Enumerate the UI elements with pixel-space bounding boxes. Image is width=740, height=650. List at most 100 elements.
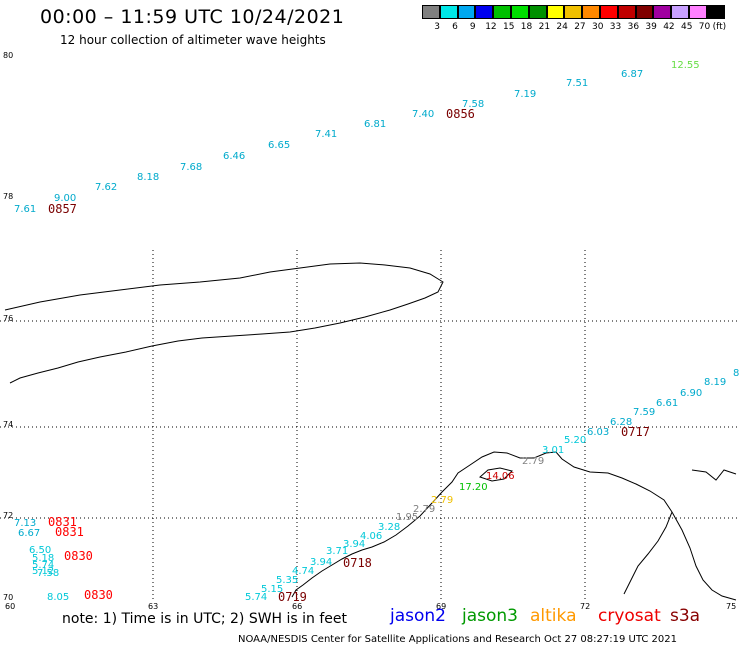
color-swatch <box>582 5 600 19</box>
wave-height-value: 7.58 <box>462 99 484 110</box>
wave-height-value: 8 <box>733 368 739 379</box>
color-swatch <box>439 5 458 19</box>
wave-height-value: 7.62 <box>95 182 117 193</box>
pass-time-label: 0717 <box>621 425 650 439</box>
wave-height-value: 4.74 <box>292 566 314 577</box>
coastline <box>4 262 737 601</box>
altimeter-track: 7.136.67 6.505.185.745.127.58 8.05 08310831… <box>14 515 113 603</box>
color-scale-label: 39 <box>645 22 657 32</box>
wave-height-value: 5.74 <box>245 592 267 603</box>
south-coastline <box>291 451 673 598</box>
wave-height-value: 6.61 <box>656 398 678 409</box>
color-scale-label: 33 <box>609 22 622 32</box>
pass-time-label: 0830 <box>64 549 93 563</box>
eastern-coast <box>691 469 737 481</box>
color-scale-label: 24 <box>556 22 568 32</box>
color-swatch <box>653 5 672 19</box>
color-scale-label: 21 <box>538 22 551 32</box>
pass-time-label: 0718 <box>343 556 372 570</box>
wave-height-value: 7.13 <box>14 518 36 529</box>
wave-height-value: 7.40 <box>412 109 434 120</box>
pass-time-label: 0831 <box>55 525 84 539</box>
wave-height-value: 6.28 <box>610 417 632 428</box>
color-scale-label: 18 <box>520 22 533 32</box>
color-swatch <box>422 5 440 19</box>
wave-height-value: 1.95 <box>396 512 418 523</box>
altimeter-tracks: 7.61 9.00 7.62 8.18 7.68 6.46 6.65 7.41 6.81 7.40… <box>14 60 739 604</box>
longitude-label: 69 <box>436 602 446 611</box>
satellite-legend-item: s3a <box>670 606 701 626</box>
color-swatch <box>617 5 636 19</box>
wave-height-value: 14.06 <box>486 471 515 482</box>
wave-height-value: 5.12 <box>32 566 54 577</box>
color-swatch <box>564 5 583 19</box>
wave-height-value: 6.50 <box>29 545 51 556</box>
wave-height-value: 4.06 <box>360 531 382 542</box>
color-scale-label: 6 <box>452 22 458 32</box>
latitude-label: 72 <box>3 511 13 520</box>
wave-height-value: 8.19 <box>704 377 726 388</box>
page-subtitle: 12 hour collection of altimeter wave hei… <box>60 33 326 47</box>
satellite-legend-item: altika <box>530 606 577 626</box>
wave-height-value: 6.65 <box>268 140 290 151</box>
bay-outline <box>479 467 513 482</box>
latitude-label: 70 <box>3 593 13 602</box>
wave-height-value: 17.20 <box>459 482 488 493</box>
latitude-label: 74 <box>3 420 13 429</box>
color-swatch <box>511 5 529 19</box>
wave-height-value: 2.79 <box>522 456 544 467</box>
wave-height-value: 7.68 <box>180 162 202 173</box>
wave-height-value: 7.58 <box>37 568 59 579</box>
wave-height-value: 7.51 <box>566 78 588 89</box>
color-swatch <box>689 5 707 19</box>
footnote: note: 1) Time is in UTC; 2) SWH is in fe… <box>62 611 348 627</box>
satellite-legend-item: jason3 <box>462 606 518 626</box>
wave-height-value: 3.94 <box>343 539 365 550</box>
pass-time-label: 0856 <box>446 107 475 121</box>
wave-height-value: 6.03 <box>587 427 609 438</box>
longitude-label: 66 <box>292 602 302 611</box>
wave-height-value: 5.74 <box>32 560 54 571</box>
credit-line: NOAA/NESDIS Center for Satellite Applica… <box>238 634 677 645</box>
wave-height-value: 7.59 <box>633 407 655 418</box>
color-scale-label: 70 <box>698 22 711 32</box>
longitude-label: 60 <box>5 602 15 611</box>
wave-height-value: 5.18 <box>32 553 54 564</box>
wave-height-value: 3.71 <box>326 546 348 557</box>
wave-height-value: 5.20 <box>564 435 586 446</box>
wave-height-value: 7.41 <box>315 129 337 140</box>
color-scale-label: 45 <box>681 22 693 32</box>
wave-height-value: 8.05 <box>47 592 69 603</box>
latitude-label: 80 <box>3 51 13 60</box>
pass-time-label: 0719 <box>278 590 307 604</box>
color-swatch <box>546 5 565 19</box>
eastern-shore <box>671 511 737 601</box>
wave-height-value: 2.79 <box>413 504 435 515</box>
wave-height-value: 6.90 <box>680 388 702 399</box>
color-swatch <box>706 5 725 19</box>
altimeter-track: 5.745.155.354.743.943.713.944.063.281.95… <box>245 368 739 604</box>
wave-height-value: 3.01 <box>542 445 564 456</box>
color-scale-label: 30 <box>592 22 604 32</box>
wave-height-value: 5.35 <box>276 575 298 586</box>
color-swatch <box>600 5 618 19</box>
wave-height-value: 6.87 <box>621 69 643 80</box>
latitude-label: 76 <box>3 314 13 323</box>
wave-height-value: 5.15 <box>261 584 283 595</box>
wave-height-value: 7.61 <box>14 204 36 215</box>
color-scale-label: 42 <box>663 22 675 32</box>
color-swatch <box>493 5 511 19</box>
color-scale-label: 15 <box>503 22 515 32</box>
color-swatch <box>528 5 547 19</box>
altimeter-track: 7.61 9.00 7.62 8.18 7.68 6.46 6.65 7.41 6.81 7.40… <box>14 60 700 216</box>
color-scale-label: 36 <box>627 22 640 32</box>
page-title: 00:00 – 11:59 UTC 10/24/2021 <box>40 6 345 28</box>
wave-height-value: 9.00 <box>54 193 76 204</box>
longitude-label: 75 <box>726 602 736 611</box>
wave-height-value: 8.18 <box>137 172 159 183</box>
wave-height-value: 12.55 <box>671 60 700 71</box>
wave-height-value: 3.94 <box>310 557 332 568</box>
color-scale-label: 27 <box>574 22 586 32</box>
